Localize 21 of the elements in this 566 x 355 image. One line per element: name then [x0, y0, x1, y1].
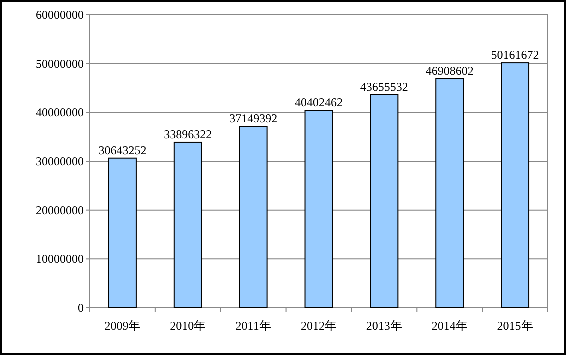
data-label: 43655532 [360, 80, 408, 94]
xtick: 2013年 [366, 319, 402, 333]
xtick: 2012年 [301, 319, 337, 333]
xtick: 2014年 [432, 319, 468, 333]
ytick: 60000000 [36, 8, 84, 22]
ytick: 50000000 [36, 56, 84, 71]
ytick: 20000000 [36, 203, 84, 218]
xtick: 2010年 [170, 319, 206, 333]
data-label: 37149392 [230, 112, 278, 126]
data-label: 30643252 [98, 143, 147, 158]
ytick: 40000000 [36, 106, 84, 120]
data-label: 40402462 [295, 96, 343, 110]
ytick: 0 [78, 301, 84, 315]
xtick: 2015年 [497, 319, 534, 333]
data-label: 33896322 [164, 127, 212, 142]
xtick: 2009年 [104, 319, 141, 333]
ytick: 10000000 [36, 252, 84, 266]
xtick: 2011年 [236, 319, 272, 333]
data-label: 50161672 [491, 48, 540, 62]
ytick: 30000000 [36, 154, 84, 168]
data-label: 46908602 [426, 64, 474, 78]
